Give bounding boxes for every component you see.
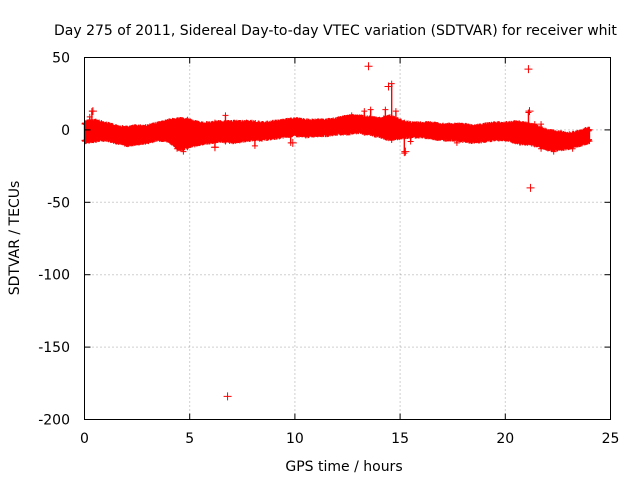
data-point (453, 124, 460, 131)
outlier-point (384, 82, 393, 91)
data-point (174, 118, 181, 125)
data-point (401, 119, 408, 126)
data-point (367, 128, 374, 135)
data-point (388, 137, 395, 144)
data-point (550, 148, 557, 155)
data-point (525, 109, 532, 116)
y-tick-labels: 50 0 -50 -100 -150 -200 (38, 51, 70, 429)
data-point (517, 121, 524, 128)
outlier-point (88, 107, 97, 116)
data-point (407, 121, 414, 128)
x-tick-label: 0 (80, 431, 89, 447)
plot-frame (84, 57, 611, 420)
data-point (538, 145, 545, 152)
data-point (251, 142, 258, 149)
data-point (348, 128, 355, 135)
axis-ticks (84, 57, 611, 420)
y-tick-label: -150 (38, 340, 70, 356)
data-point (180, 118, 187, 125)
data-point (88, 129, 95, 136)
data-point (586, 138, 593, 145)
data-point (388, 80, 395, 87)
data-point (361, 129, 368, 136)
x-axis-label: GPS time / hours (285, 459, 402, 475)
data-point (180, 148, 187, 155)
y-tick-label: -50 (47, 195, 70, 211)
outlier-point (526, 183, 535, 192)
grid-lines (84, 57, 611, 420)
data-point (407, 138, 414, 145)
data-point (287, 119, 294, 126)
data-points (81, 62, 593, 401)
x-tick-label: 15 (391, 431, 409, 447)
data-point (222, 112, 229, 119)
y-tick-label: -100 (38, 268, 70, 284)
data-point (401, 150, 408, 157)
data-point (550, 129, 557, 136)
data-point (453, 139, 460, 146)
data-point (525, 137, 532, 144)
data-point (392, 129, 399, 136)
x-tick-label: 10 (286, 431, 304, 447)
data-point (367, 106, 374, 113)
x-tick-label: 5 (185, 431, 194, 447)
data-point (211, 119, 218, 126)
data-point (361, 108, 368, 115)
outlier-point (223, 392, 232, 401)
y-tick-label: -200 (38, 413, 70, 429)
outlier-point (401, 147, 410, 156)
data-point (586, 126, 593, 133)
outlier-point (288, 138, 297, 147)
y-tick-label: 0 (61, 123, 70, 139)
data-point (569, 131, 576, 138)
outlier-point (210, 143, 219, 152)
x-tick-label: 25 (602, 431, 620, 447)
data-point (538, 121, 545, 128)
data-point (569, 145, 576, 152)
data-point (348, 112, 355, 119)
data-point (184, 144, 191, 151)
data-point (531, 121, 538, 128)
outlier-point (525, 107, 534, 116)
data-point (531, 141, 538, 148)
data-point (222, 138, 229, 145)
data-point (517, 139, 524, 146)
data-point (392, 108, 399, 115)
data-point (184, 116, 191, 123)
x-tick-label: 20 (496, 431, 514, 447)
chart-title: Day 275 of 2011, Sidereal Day-to-day VTE… (54, 23, 617, 39)
data-point (174, 145, 181, 152)
x-tick-labels: 0 5 10 15 20 25 (80, 431, 619, 447)
y-tick-label: 50 (52, 51, 70, 67)
data-point (251, 121, 258, 128)
data-point (382, 134, 389, 141)
outlier-point (364, 62, 373, 71)
y-axis-label: SDTVAR / TECUs (7, 181, 23, 296)
data-point (382, 106, 389, 113)
outlier-point (524, 65, 533, 74)
